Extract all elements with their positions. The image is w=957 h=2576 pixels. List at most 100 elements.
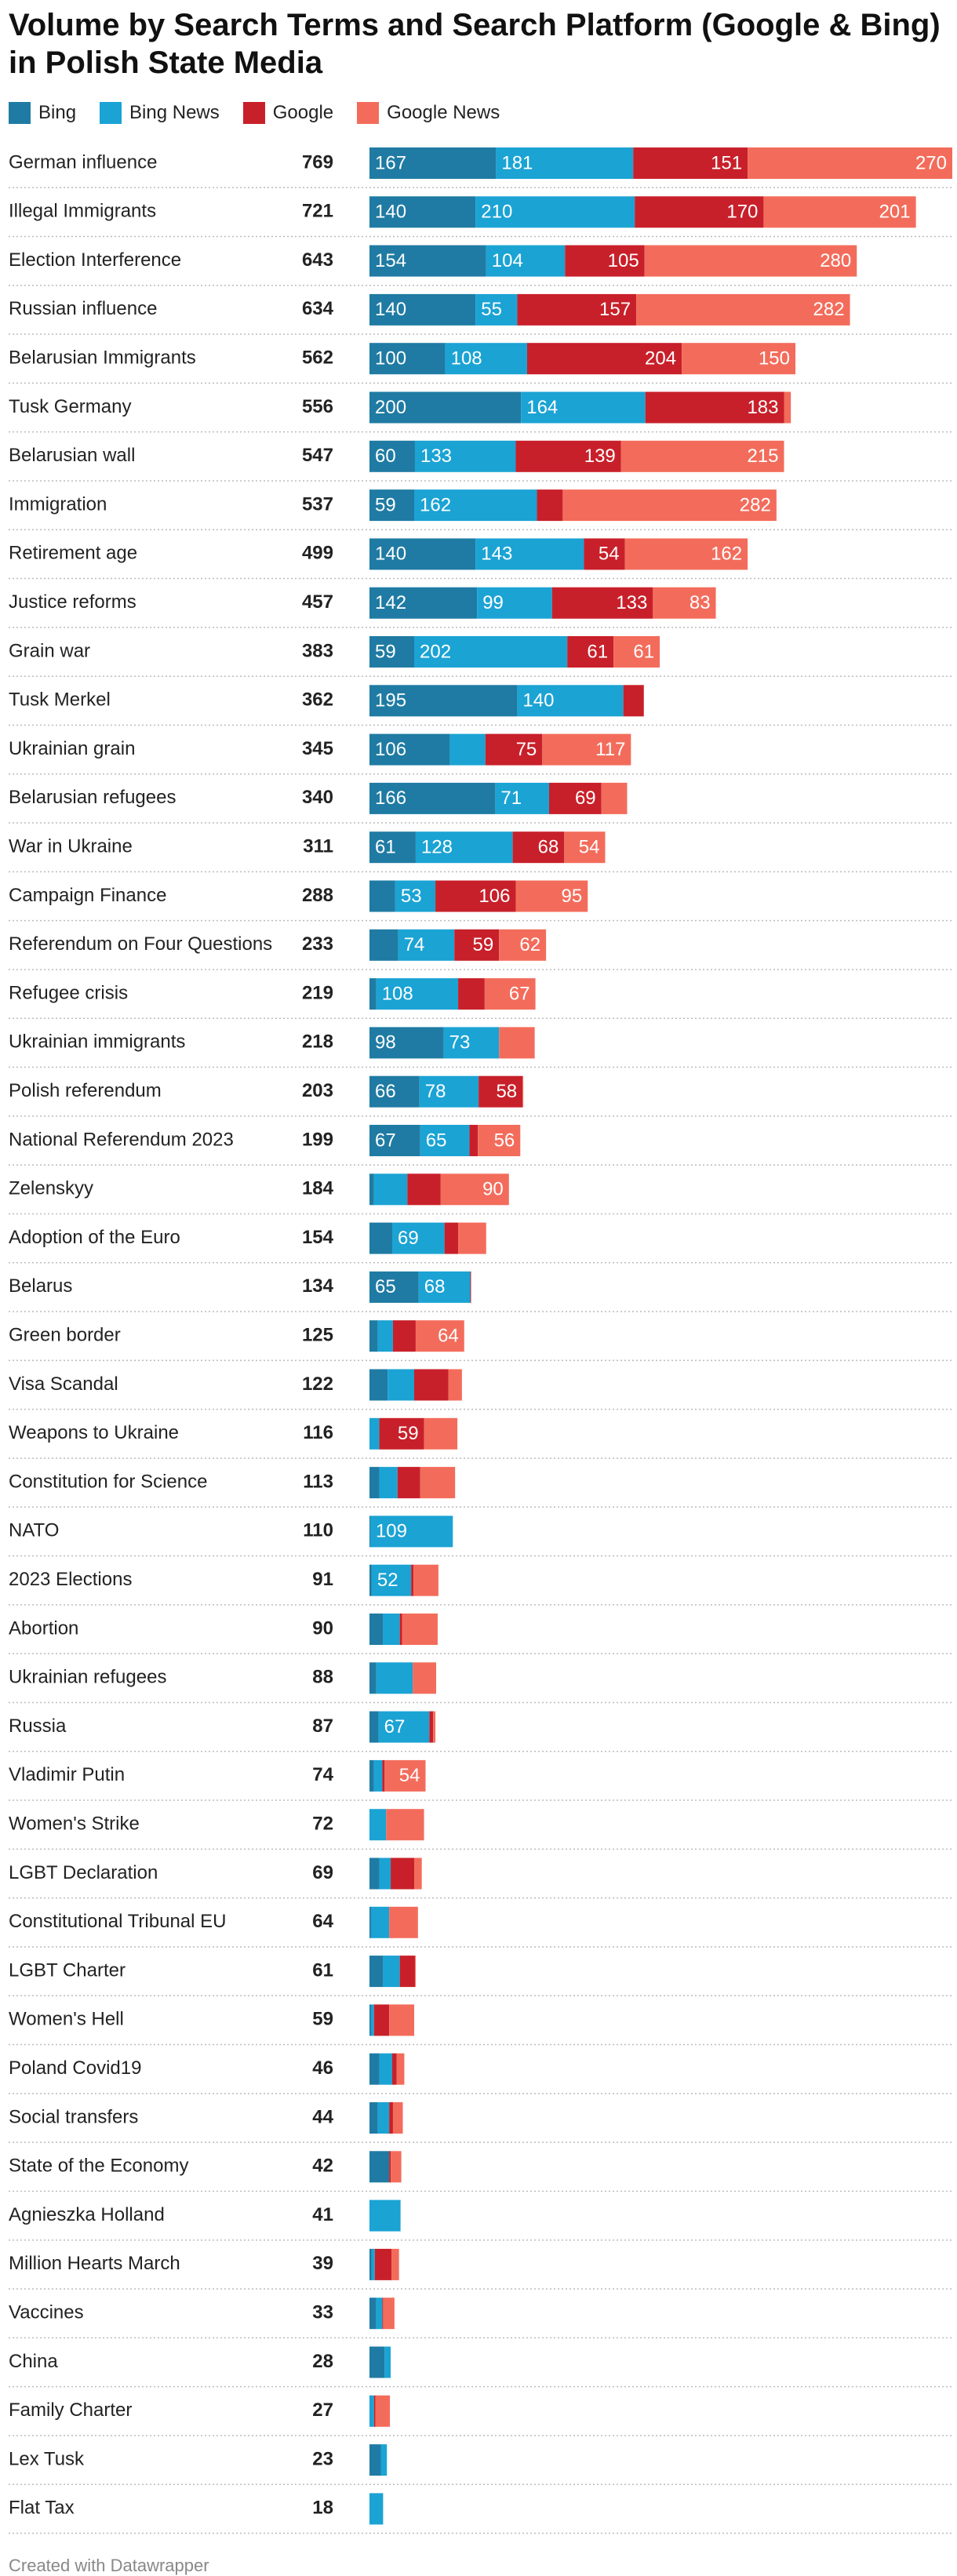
value-label: 59 bbox=[398, 1423, 419, 1444]
bar-segment bbox=[620, 440, 784, 472]
bar-segment bbox=[402, 1614, 438, 1645]
value-label: 108 bbox=[382, 983, 413, 1004]
row-total: 28 bbox=[312, 2351, 333, 2372]
row-total: 233 bbox=[302, 933, 333, 955]
legend-swatch bbox=[100, 102, 122, 124]
bar-segment bbox=[371, 2248, 375, 2280]
bar-segment bbox=[369, 196, 476, 228]
bar-segment bbox=[443, 1027, 500, 1059]
value-label: 128 bbox=[421, 837, 453, 858]
value-label: 95 bbox=[562, 886, 583, 907]
row-label: Ukrainian immigrants bbox=[9, 1031, 185, 1053]
row-total: 122 bbox=[302, 1374, 333, 1395]
legend-label: Bing News bbox=[129, 102, 220, 123]
value-label: 75 bbox=[516, 739, 537, 760]
row-label: Belarusian wall bbox=[9, 445, 135, 466]
row-total: 219 bbox=[302, 982, 333, 1003]
value-label: 204 bbox=[645, 348, 676, 369]
value-label: 139 bbox=[584, 446, 616, 467]
row-total: 59 bbox=[312, 2009, 333, 2030]
row-label: Russian influence bbox=[9, 298, 157, 319]
bar-segment bbox=[382, 1759, 385, 1792]
legend-item: Bing bbox=[9, 102, 76, 124]
row-total: 134 bbox=[302, 1275, 334, 1297]
bar-segment bbox=[369, 2004, 371, 2036]
row-label: Family Charter bbox=[9, 2400, 132, 2421]
row-total: 562 bbox=[302, 347, 333, 369]
value-label: 133 bbox=[616, 592, 647, 613]
bar-segment bbox=[548, 782, 602, 814]
bar-segment bbox=[414, 636, 568, 668]
row-total: 44 bbox=[312, 2106, 333, 2127]
bar-segment bbox=[376, 2298, 383, 2330]
row-label: NATO bbox=[9, 1520, 59, 1541]
bar-segment bbox=[562, 489, 777, 522]
bar-segment bbox=[413, 1564, 438, 1596]
bar-segment bbox=[373, 2004, 390, 2036]
row-label: Adoption of the Euro bbox=[9, 1227, 180, 1248]
bar-segment bbox=[448, 1369, 462, 1401]
value-label: 215 bbox=[747, 446, 778, 467]
bar-segment bbox=[369, 440, 415, 472]
value-label: 71 bbox=[500, 788, 522, 809]
bar-segment bbox=[496, 147, 634, 179]
row-total: 345 bbox=[302, 738, 333, 759]
value-label: 56 bbox=[494, 1130, 515, 1151]
value-label: 143 bbox=[481, 544, 512, 565]
row-label: Belarus bbox=[9, 1275, 72, 1297]
value-label: 162 bbox=[711, 544, 742, 565]
bar-segment bbox=[624, 538, 748, 570]
bar-segment bbox=[542, 733, 631, 766]
value-label: 270 bbox=[915, 152, 947, 173]
bar-segment bbox=[413, 1662, 437, 1694]
value-label: 282 bbox=[740, 494, 771, 515]
bar-segment bbox=[379, 1467, 398, 1499]
bar-segment bbox=[396, 2053, 405, 2085]
bar-segment bbox=[369, 538, 476, 570]
value-label: 210 bbox=[481, 202, 512, 223]
bar-segment bbox=[419, 1075, 479, 1108]
value-label: 54 bbox=[599, 544, 620, 565]
bar-segment bbox=[369, 733, 450, 766]
row-total: 556 bbox=[302, 396, 333, 417]
value-label: 164 bbox=[526, 397, 558, 418]
row-total: 184 bbox=[302, 1178, 334, 1199]
bar-segment bbox=[377, 1320, 393, 1352]
value-label: 140 bbox=[375, 299, 406, 320]
bar-segment bbox=[458, 1222, 486, 1254]
row-label: Weapons to Ukraine bbox=[9, 1422, 179, 1443]
bar-segment bbox=[517, 685, 624, 717]
bar-segment bbox=[391, 2151, 402, 2183]
bar-segment bbox=[383, 1614, 400, 1645]
value-label: 282 bbox=[813, 299, 845, 320]
bar-segment bbox=[369, 1515, 453, 1548]
bar-segment bbox=[389, 2151, 391, 2183]
value-label: 90 bbox=[482, 1179, 504, 1200]
row-total: 23 bbox=[312, 2448, 333, 2469]
row-total: 362 bbox=[302, 689, 333, 711]
value-label: 162 bbox=[420, 494, 451, 515]
row-label: Justice reforms bbox=[9, 591, 136, 613]
bar-segment bbox=[478, 1125, 521, 1156]
bar-segment bbox=[391, 1222, 445, 1254]
row-total: 61 bbox=[312, 1959, 333, 1981]
bar-segment bbox=[748, 147, 952, 179]
bar-segment bbox=[383, 1956, 400, 1988]
bar-segment bbox=[369, 1809, 387, 1841]
legend-item: Google bbox=[242, 102, 333, 124]
bar-segment bbox=[399, 1956, 415, 1988]
value-label: 104 bbox=[492, 250, 523, 271]
bar-segment bbox=[682, 343, 795, 375]
bar-segment bbox=[418, 1271, 471, 1303]
bar-segment bbox=[633, 147, 748, 179]
row-total: 457 bbox=[302, 591, 333, 613]
value-label: 142 bbox=[375, 592, 406, 613]
bar-segment bbox=[415, 1320, 464, 1352]
value-label: 68 bbox=[538, 837, 559, 858]
value-label: 69 bbox=[398, 1228, 419, 1249]
row-label: Million Hearts March bbox=[9, 2253, 180, 2274]
value-label: 200 bbox=[375, 397, 406, 418]
legend-swatch bbox=[242, 102, 265, 124]
bar-segment bbox=[378, 1711, 430, 1743]
